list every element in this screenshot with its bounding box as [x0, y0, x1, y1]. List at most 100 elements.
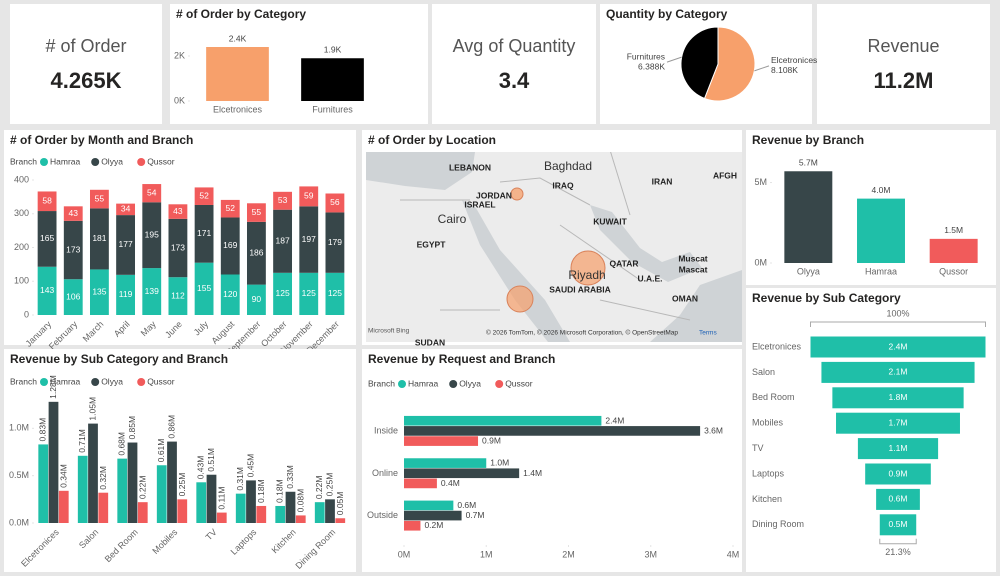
legend-title: Branch	[10, 376, 37, 386]
x-tick-label: 2M	[562, 549, 575, 559]
sea	[462, 200, 570, 342]
bar-segment	[89, 269, 109, 315]
bar-segment	[299, 206, 319, 273]
bar	[285, 491, 296, 523]
bar-segment	[63, 220, 83, 280]
data-label: 155	[197, 283, 211, 293]
legend-label: Hamraa	[408, 378, 439, 388]
bar-segment	[220, 199, 240, 218]
legend-marker	[91, 378, 100, 386]
map-label: Riyadh	[568, 268, 605, 282]
chart-title: Revenue by Branch	[752, 133, 864, 147]
data-label: 0.86M	[167, 415, 177, 439]
bar-segment	[37, 211, 57, 267]
bar	[58, 490, 69, 523]
data-label: 0.68M	[117, 432, 127, 456]
funnel-bar	[857, 438, 939, 460]
bar-segment	[142, 268, 162, 315]
legend-marker	[137, 378, 146, 386]
bar-segment	[89, 208, 109, 270]
map-label: KUWAIT	[593, 216, 627, 226]
bar-segment	[37, 191, 57, 212]
bar	[404, 510, 462, 521]
card-value: 3.4	[499, 68, 530, 93]
data-label: 1.0M	[490, 458, 509, 468]
y-tick-label: Online	[372, 468, 398, 478]
bar-segment	[273, 191, 293, 210]
bar-segment	[89, 189, 109, 209]
bar	[235, 493, 246, 523]
x-tick-label: 3M	[644, 549, 657, 559]
funnel-bar	[879, 514, 917, 536]
legend-label: Olyya	[459, 378, 481, 388]
bar-segment	[168, 204, 188, 219]
data-label: 0.25M	[325, 473, 335, 497]
data-label: 135	[92, 286, 106, 296]
data-label: 1.05M	[88, 397, 98, 421]
bar-segment	[273, 209, 293, 273]
map-label: Baghdad	[544, 159, 592, 173]
bubble	[510, 187, 524, 201]
data-label: 106	[66, 291, 80, 301]
card-label: # of Order	[45, 36, 126, 56]
data-label: 0.85M	[127, 416, 137, 440]
bar-segment	[325, 272, 345, 315]
data-label: 125	[328, 288, 342, 298]
bar	[404, 468, 520, 479]
bar	[784, 171, 833, 263]
y-tick-label: 100	[14, 276, 29, 286]
map-terms[interactable]: Terms	[699, 330, 717, 337]
funnel-bar	[865, 463, 931, 485]
legend-title: Branch	[368, 378, 395, 388]
y-tick-label: Inside	[374, 426, 398, 436]
card-value: 11.2M	[874, 68, 934, 93]
bar	[404, 436, 479, 446]
map-label: LEBANON	[449, 162, 491, 172]
bar-segment	[37, 266, 57, 315]
category-label: TV	[752, 443, 764, 453]
data-label: 55	[252, 207, 262, 217]
data-label: 59	[304, 191, 314, 201]
bar-segment	[325, 193, 345, 213]
legend-marker	[449, 380, 458, 388]
bar	[275, 505, 286, 523]
card-label: Revenue	[867, 36, 939, 56]
pie-slice	[680, 26, 719, 100]
data-label: 187	[275, 236, 289, 246]
data-label: 0.34M	[58, 464, 68, 488]
sea	[590, 205, 702, 282]
data-label: 171	[197, 228, 211, 238]
bubble	[570, 250, 606, 286]
bar	[404, 520, 421, 531]
data-label: 2.4K	[229, 33, 247, 43]
legend-label: Qussor	[147, 156, 175, 166]
x-tick-label: Hamraa	[865, 266, 897, 276]
bar-segment	[63, 206, 83, 221]
card-value: 4.265K	[51, 68, 122, 93]
bar	[177, 499, 188, 523]
bar-segment	[168, 218, 188, 278]
category-label: Dining Room	[752, 519, 804, 529]
chart-title: # of Order by Month and Branch	[10, 133, 193, 147]
y-tick-label: 0M	[754, 257, 767, 267]
bar	[335, 518, 346, 523]
data-label: 1.1M	[889, 443, 908, 453]
bar-segment	[116, 274, 136, 315]
legend-label: Olyya	[101, 156, 123, 166]
data-label: 4.0M	[872, 185, 891, 195]
bar	[77, 455, 88, 523]
data-label: 186	[249, 247, 263, 257]
category-label: Salon	[752, 367, 775, 377]
panel	[432, 4, 596, 124]
funnel-bar	[821, 361, 975, 383]
pie-category-label: Furnitures	[627, 51, 665, 61]
bar-segment	[325, 212, 345, 273]
bar	[301, 58, 364, 101]
data-label: 52	[226, 203, 236, 213]
data-label: 2.4M	[889, 341, 908, 351]
bar	[127, 442, 138, 523]
bar-segment	[299, 186, 319, 207]
funnel-bar	[876, 488, 920, 510]
